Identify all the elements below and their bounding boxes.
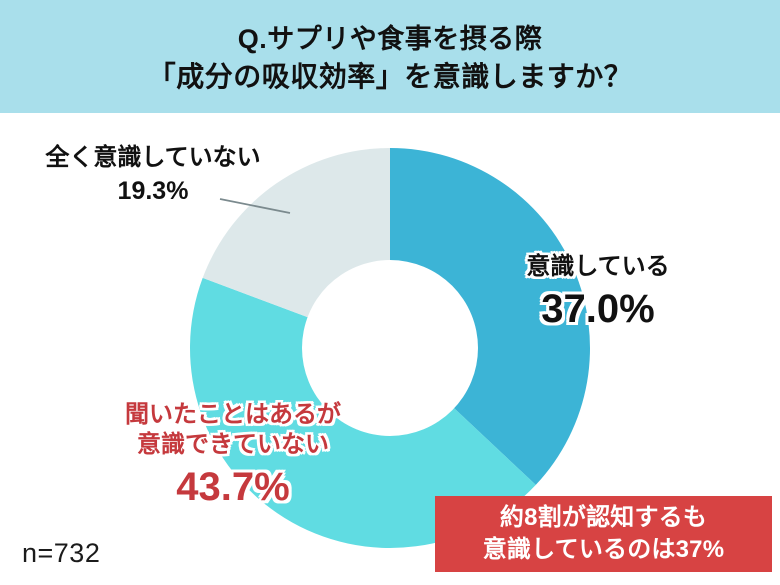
question-title-line-2: 「成分の吸収効率」を意識しますか？ xyxy=(147,60,633,92)
callout-line-2: 意識しているのは37% xyxy=(482,536,725,563)
donut-chart xyxy=(188,146,592,550)
header-band: Q.サプリや食事を摂る際 「成分の吸収効率」を意識しますか？ xyxy=(0,0,780,113)
leader-line-icon xyxy=(219,198,291,214)
slice-label-none-title: 全く意識していない xyxy=(45,144,261,171)
slice-label-heard-value: 43.7% xyxy=(176,464,290,509)
slice-label-aware-value: 37.0% xyxy=(541,287,655,332)
donut-chart-svg xyxy=(190,148,590,548)
slice-label-none: 全く意識していない 19.3% xyxy=(28,144,278,206)
slice-label-aware: 意識している 37.0% xyxy=(503,253,693,331)
callout-line-1: 約8割が認知するも xyxy=(499,504,708,531)
donut-slice-aware[interactable] xyxy=(390,148,590,485)
donut-center-hole xyxy=(302,260,478,436)
slice-label-heard-title-line-2: 意識できていない xyxy=(137,431,329,459)
slice-label-heard-title-line-1: 聞いたことはあるが xyxy=(125,401,341,428)
question-title-line-1: Q.サプリや食事を摂る際 xyxy=(237,23,543,54)
sample-size-label: n=732 xyxy=(22,538,101,568)
slice-label-aware-title: 意識している xyxy=(526,253,670,280)
slice-label-none-value: 19.3% xyxy=(117,177,189,206)
callout-box: 約8割が認知するも 意識しているのは37% xyxy=(435,496,772,572)
slice-label-heard: 聞いたことはあるが 意識できていない 43.7% xyxy=(102,401,364,509)
chart-area: 全く意識していない 19.3% 意識している 37.0% 聞いたことはあるが 意… xyxy=(0,113,780,585)
